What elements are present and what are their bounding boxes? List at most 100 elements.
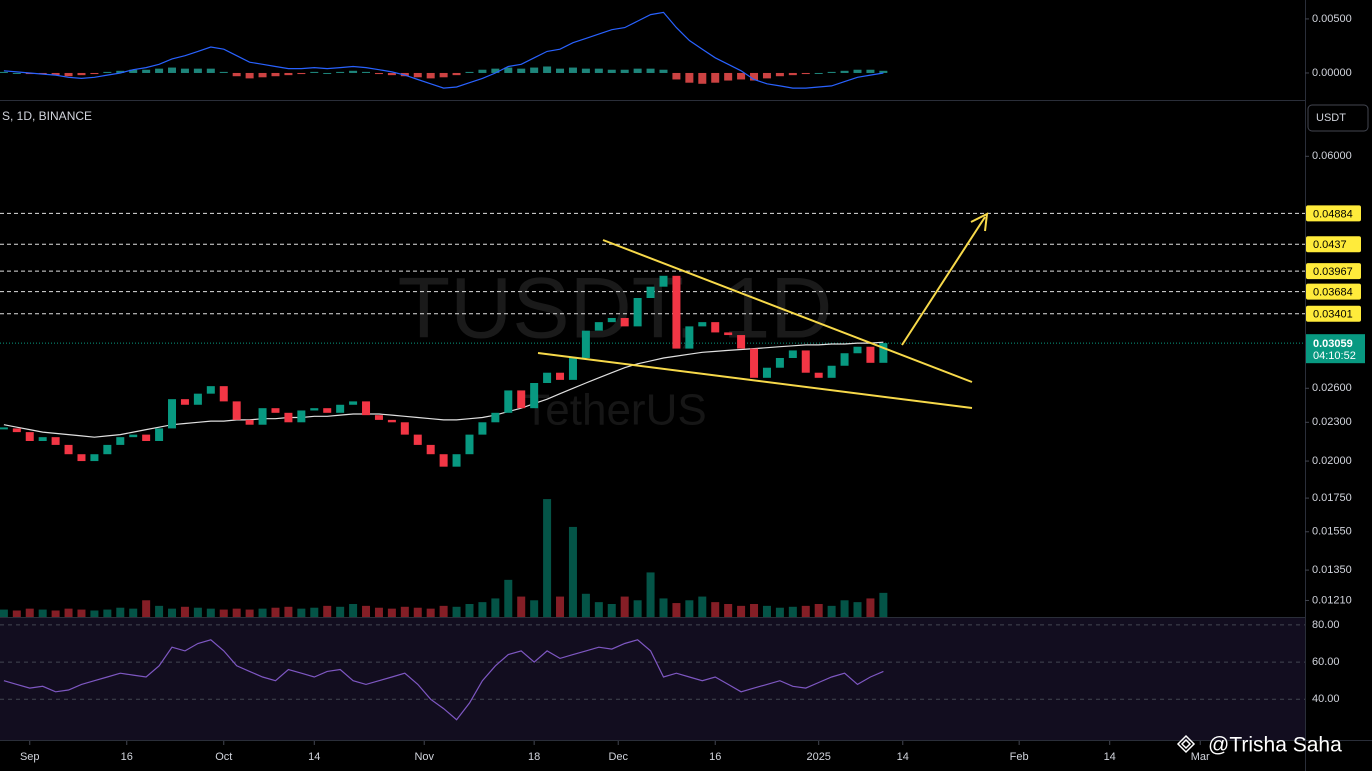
currency-button[interactable] [1307, 104, 1369, 132]
candle [77, 454, 86, 462]
y-tick-label: 0.01210 [1312, 594, 1352, 606]
volume-bar [400, 606, 409, 617]
macd-histogram-bar [504, 67, 513, 73]
volume-bar [814, 604, 823, 617]
candle [193, 393, 202, 405]
candle [155, 428, 164, 442]
macd-histogram-bar [219, 71, 228, 73]
macd-histogram-bar [685, 72, 694, 83]
candle [180, 399, 189, 405]
macd-histogram-bar [12, 72, 21, 74]
volume-bar [168, 608, 177, 617]
macd-histogram-bar [258, 72, 267, 78]
candle [336, 404, 345, 413]
candle [672, 275, 681, 349]
volume-bar [297, 608, 306, 617]
macd-histogram-bar [724, 72, 733, 81]
macd-histogram-bar [142, 69, 151, 73]
candle [491, 412, 500, 423]
candle [90, 454, 99, 462]
candle [517, 390, 526, 409]
macd-histogram-bar [620, 69, 629, 73]
candle [25, 432, 34, 442]
candle [646, 286, 655, 299]
volume-bar [724, 604, 733, 617]
x-tick-label: Sep [20, 751, 40, 763]
volume-bar [271, 607, 280, 617]
volume-bar [568, 526, 577, 617]
x-tick-label: Oct [215, 751, 232, 763]
macd-histogram-bar [853, 69, 862, 73]
candle [827, 365, 836, 378]
candle [284, 412, 293, 423]
level-tag [1306, 283, 1361, 300]
volume-bar [594, 602, 603, 617]
arrow [901, 212, 989, 346]
currency-label[interactable]: USDT [1316, 112, 1346, 124]
volume-bar [517, 596, 526, 617]
macd-histogram-bar [77, 72, 86, 76]
volume-bar [64, 608, 73, 617]
volume-bar [801, 605, 810, 617]
macd-histogram-bar [51, 72, 60, 76]
level-label: 0.03684 [1313, 287, 1353, 299]
volume-bar [90, 610, 99, 617]
macd-histogram-bar [245, 72, 254, 79]
macd-tick-label: 0.00000 [1312, 67, 1352, 79]
candle [504, 390, 513, 413]
macd-histogram-bar [750, 72, 759, 81]
macd-histogram-bar [232, 72, 241, 77]
volume-bar [478, 602, 487, 617]
macd-histogram-bar [180, 68, 189, 73]
macd-histogram-bar [206, 68, 215, 73]
volume-bar [439, 605, 448, 617]
level-label: 0.0437 [1313, 239, 1347, 251]
volume-bar [620, 596, 629, 617]
macd-histogram-bar [543, 66, 552, 73]
macd-histogram-bar [530, 67, 539, 73]
candle [478, 422, 487, 435]
macd-histogram-bar [711, 72, 720, 83]
level-tag [1306, 305, 1361, 322]
macd-histogram-bar [465, 71, 474, 73]
volume-bar [349, 604, 358, 617]
volume-bar [336, 606, 345, 617]
macd-histogram-bar [607, 69, 616, 73]
candle [452, 454, 461, 467]
volume-bar [38, 609, 47, 617]
volume-bar [762, 605, 771, 617]
x-tick-label: Mar [1191, 751, 1210, 763]
macd-histogram-bar [129, 69, 138, 73]
macd-histogram-bar [762, 72, 771, 79]
candle [310, 408, 319, 411]
macd-histogram-bar [491, 68, 500, 73]
macd-histogram-bar [90, 72, 99, 75]
macd-histogram-bar [362, 71, 371, 73]
candle [258, 408, 267, 425]
volume-bar [879, 592, 888, 617]
candle [530, 382, 539, 409]
macd-histogram-bar [439, 72, 448, 78]
candle [323, 408, 332, 413]
candle [219, 386, 228, 402]
macd-histogram-bar [866, 69, 875, 73]
candle [762, 367, 771, 378]
macd-histogram-bar [517, 68, 526, 73]
candle [620, 317, 629, 327]
candle [116, 437, 125, 445]
rsi-tick-label: 60.00 [1312, 656, 1340, 668]
macd-line [3, 11, 884, 89]
trendline [537, 352, 973, 409]
macd-histogram-bar [478, 69, 487, 73]
macd-histogram-bar [840, 70, 849, 73]
volume-bar [180, 606, 189, 617]
volume-bar [504, 579, 513, 617]
volume-bar [245, 609, 254, 617]
volume-bar [698, 596, 707, 617]
macd-histogram-bar [271, 72, 280, 77]
volume-bar [193, 607, 202, 617]
macd-histogram-bar [698, 72, 707, 84]
volume-bar [491, 598, 500, 617]
candle [297, 410, 306, 423]
volume-bar [659, 598, 668, 617]
